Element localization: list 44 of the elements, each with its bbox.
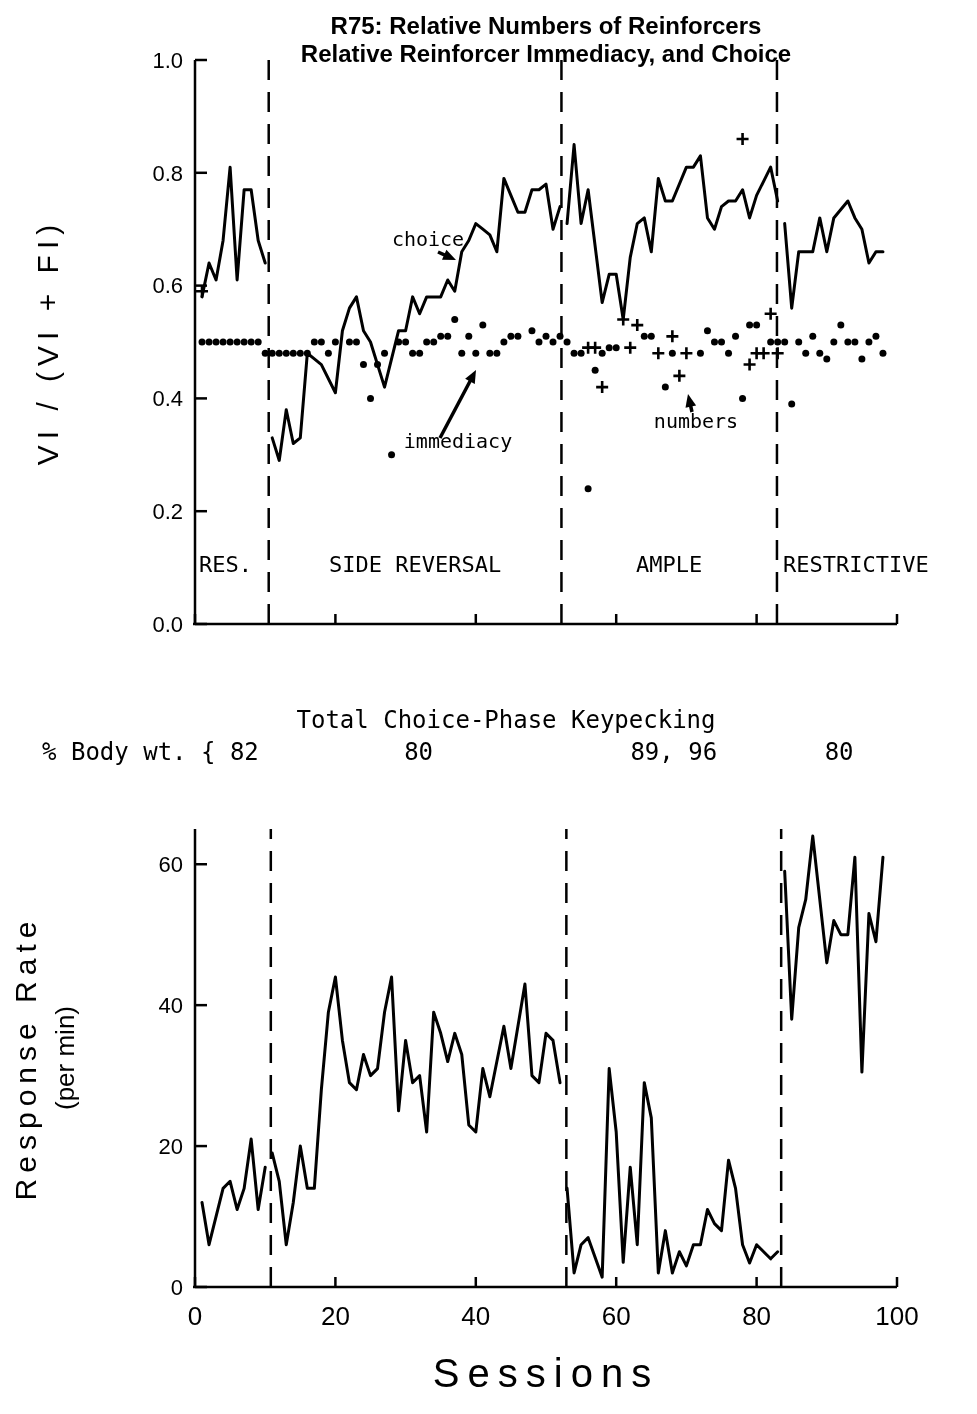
y-tick-label: 40 bbox=[158, 992, 183, 1018]
y-tick-label: 0.8 bbox=[152, 160, 183, 186]
text: % Body wt. { 82 bbox=[42, 738, 259, 766]
point bbox=[756, 345, 771, 361]
series-label: immediacy bbox=[403, 429, 513, 453]
point bbox=[742, 357, 757, 372]
chart-title: Total Choice-Phase Keypecking bbox=[296, 706, 716, 734]
annotation: AMPLE bbox=[636, 552, 703, 577]
series-label: choice bbox=[391, 227, 465, 251]
y-tick-label: 20 bbox=[158, 1133, 183, 1159]
y-tick-label: 1.0 bbox=[152, 47, 183, 73]
annotation: RES. bbox=[199, 552, 252, 577]
point bbox=[651, 345, 666, 361]
legend-label: numbers bbox=[653, 409, 739, 433]
x-tick-label: 0 bbox=[187, 1301, 203, 1331]
text: 80 bbox=[824, 738, 854, 766]
text: 80 bbox=[404, 738, 434, 766]
point bbox=[594, 379, 610, 395]
x-tick-label: 80 bbox=[742, 1301, 772, 1331]
y-tick-label: 60 bbox=[158, 851, 183, 877]
y-tick-label: 0.0 bbox=[152, 611, 183, 637]
x-axis-title: Sessions bbox=[432, 1351, 660, 1395]
point bbox=[665, 329, 680, 344]
y-tick-label: 0.4 bbox=[152, 386, 183, 412]
chart-title: R75: Relative Numbers of Reinforcers Relative Reinforcer Immediacy, and Choice bbox=[300, 12, 792, 67]
point bbox=[622, 340, 638, 355]
x-tick-label: 20 bbox=[320, 1301, 350, 1331]
point bbox=[735, 131, 750, 147]
point bbox=[763, 306, 778, 322]
point bbox=[679, 345, 694, 361]
point bbox=[629, 317, 645, 333]
annotation: RESTRICTIVE bbox=[782, 552, 929, 577]
y-tick-label: 0.2 bbox=[152, 498, 183, 524]
x-tick-label: 60 bbox=[601, 1301, 631, 1331]
x-tick-label: 100 bbox=[875, 1301, 919, 1331]
y-tick-label: 0.6 bbox=[152, 273, 183, 299]
point bbox=[587, 340, 603, 355]
y-tick-label: 0 bbox=[170, 1274, 183, 1300]
point bbox=[672, 368, 687, 384]
text: 89, 96 bbox=[630, 738, 718, 766]
x-tick-label: 40 bbox=[461, 1301, 491, 1331]
y-axis-title: Response Rate (per min) bbox=[9, 915, 80, 1201]
annotation: SIDE REVERSAL bbox=[328, 552, 502, 577]
y-axis-title: VI / (VI + FI) bbox=[31, 218, 64, 466]
